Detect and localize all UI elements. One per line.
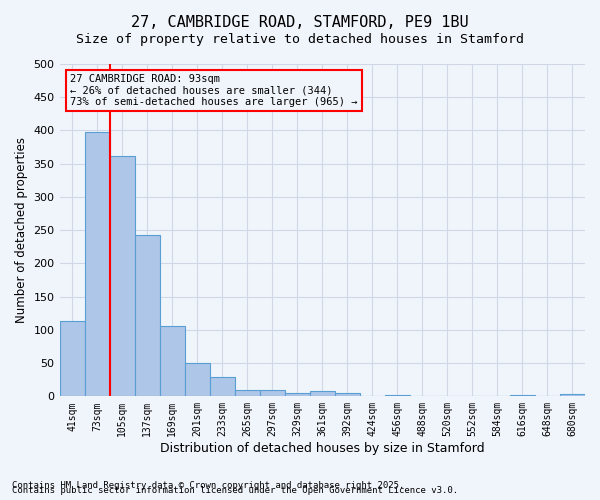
Text: Size of property relative to detached houses in Stamford: Size of property relative to detached ho… <box>76 32 524 46</box>
Bar <box>110 156 134 396</box>
X-axis label: Distribution of detached houses by size in Stamford: Distribution of detached houses by size … <box>160 442 485 455</box>
Bar <box>510 395 535 396</box>
Bar <box>335 393 360 396</box>
Bar <box>310 391 335 396</box>
Y-axis label: Number of detached properties: Number of detached properties <box>15 137 28 323</box>
Bar <box>160 326 185 396</box>
Text: Contains public sector information licensed under the Open Government Licence v3: Contains public sector information licen… <box>12 486 458 495</box>
Bar <box>59 321 85 396</box>
Bar <box>285 393 310 396</box>
Text: 27, CAMBRIDGE ROAD, STAMFORD, PE9 1BU: 27, CAMBRIDGE ROAD, STAMFORD, PE9 1BU <box>131 15 469 30</box>
Bar <box>134 235 160 396</box>
Bar <box>209 377 235 396</box>
Bar <box>260 390 285 396</box>
Bar <box>385 395 410 396</box>
Bar <box>560 394 585 396</box>
Bar <box>185 363 209 396</box>
Text: Contains HM Land Registry data © Crown copyright and database right 2025.: Contains HM Land Registry data © Crown c… <box>12 481 404 490</box>
Text: 27 CAMBRIDGE ROAD: 93sqm
← 26% of detached houses are smaller (344)
73% of semi-: 27 CAMBRIDGE ROAD: 93sqm ← 26% of detach… <box>70 74 358 107</box>
Bar <box>235 390 260 396</box>
Bar <box>85 132 110 396</box>
